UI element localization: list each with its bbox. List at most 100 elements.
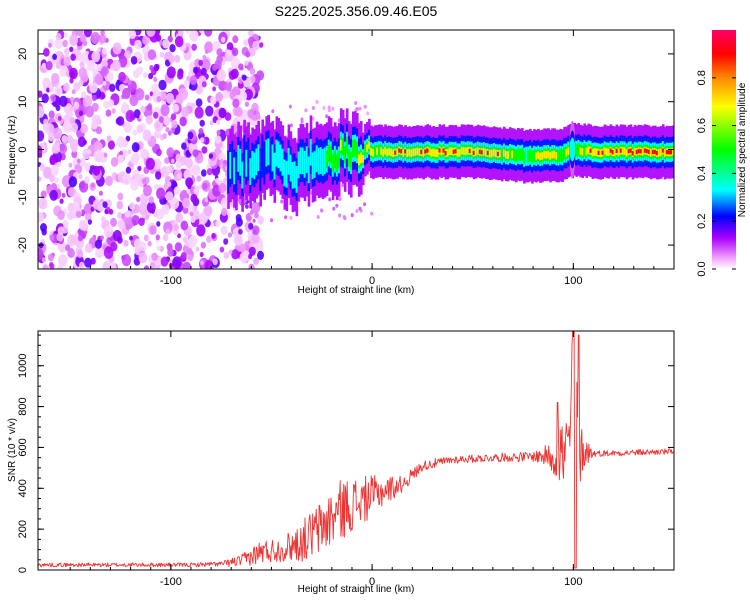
spectral-cell	[593, 148, 597, 156]
noise-speckle	[202, 182, 208, 190]
noise-speckle	[175, 161, 182, 169]
spectral-cell	[595, 148, 599, 157]
noise-speckle	[49, 262, 54, 268]
spectral-cell	[672, 147, 674, 156]
spectral-cell	[368, 141, 371, 149]
noise-speckle	[288, 104, 292, 109]
noise-speckle	[363, 104, 367, 109]
noise-speckle	[129, 202, 136, 210]
noise-speckle	[63, 82, 70, 92]
noise-speckle	[212, 86, 217, 92]
spectral-cell	[337, 151, 341, 169]
noise-speckle	[59, 143, 68, 154]
noise-speckle	[358, 106, 362, 111]
spectral-cell	[422, 149, 425, 157]
noise-speckle	[141, 178, 147, 185]
noise-speckle	[182, 197, 191, 209]
spectral-cell	[291, 162, 295, 189]
noise-speckle	[325, 114, 329, 119]
noise-speckle	[248, 30, 254, 37]
noise-speckle	[238, 63, 244, 71]
spectral-cell	[233, 157, 236, 185]
noise-speckle	[43, 48, 50, 57]
spectral-cell	[400, 149, 403, 154]
noise-speckle	[366, 111, 370, 116]
noise-speckle	[54, 85, 63, 97]
noise-speckle	[111, 108, 116, 114]
noise-speckle	[67, 187, 76, 197]
noise-speckle	[62, 39, 68, 48]
noise-speckle	[243, 39, 249, 47]
noise-speckle	[94, 239, 102, 249]
spectral-cell	[436, 149, 440, 158]
noise-speckle	[153, 131, 159, 138]
spectral-cell	[343, 146, 347, 164]
noise-speckle	[239, 91, 248, 101]
noise-speckle	[62, 175, 72, 188]
noise-speckle	[53, 127, 63, 140]
noise-speckle	[91, 50, 101, 63]
spectral-cell	[621, 147, 625, 155]
snr-plot-area	[38, 331, 674, 569]
noise-speckle	[257, 215, 264, 225]
spectral-cell	[380, 147, 383, 155]
spectral-cell	[243, 135, 246, 178]
noise-speckle	[40, 223, 47, 232]
noise-speckle	[188, 235, 198, 248]
noise-speckle	[170, 158, 175, 164]
noise-speckle	[107, 99, 115, 108]
noise-speckle	[257, 250, 264, 260]
noise-speckle	[111, 59, 121, 72]
y-tick-label: 1000	[17, 353, 29, 377]
noise-speckle	[199, 119, 205, 127]
noise-speckle	[163, 221, 173, 234]
noise-speckle	[156, 245, 161, 251]
noise-speckle	[82, 95, 93, 108]
x-tick-label: 0	[369, 576, 375, 588]
noise-speckle	[120, 149, 128, 158]
noise-speckle	[40, 190, 47, 199]
spectral-cell	[597, 150, 601, 155]
noise-speckle	[227, 232, 233, 238]
noise-speckle	[67, 211, 74, 221]
noise-speckle	[231, 47, 239, 57]
spectral-cell	[295, 166, 299, 193]
noise-speckle	[167, 35, 173, 43]
noise-speckle	[201, 169, 207, 177]
noise-speckle	[194, 106, 204, 119]
noise-speckle	[93, 141, 103, 152]
noise-speckle	[100, 30, 105, 36]
spectral-cell	[311, 152, 315, 180]
spectral-cell	[651, 149, 655, 155]
noise-speckle	[50, 95, 57, 102]
spectral-cell	[519, 148, 522, 162]
spectral-cell	[452, 149, 456, 154]
noise-speckle	[77, 136, 86, 148]
noise-speckle	[68, 162, 73, 168]
noise-speckle	[220, 36, 226, 43]
noise-speckle	[252, 225, 260, 235]
spectral-cell	[450, 147, 454, 156]
noise-speckle	[127, 149, 132, 155]
spectral-cell	[446, 149, 450, 157]
spectral-cell	[641, 148, 645, 156]
y-tick-label: 0	[17, 146, 29, 152]
noise-speckle	[196, 224, 206, 237]
noise-speckle	[121, 102, 129, 111]
noise-speckle	[131, 215, 140, 226]
noise-speckle	[90, 257, 96, 265]
noise-speckle	[169, 44, 176, 53]
spectral-cell	[416, 147, 419, 156]
spectral-cell	[279, 144, 283, 172]
spectral-cell	[287, 147, 291, 175]
noise-speckle	[220, 225, 228, 235]
noise-speckle	[201, 81, 207, 88]
spectral-cell	[543, 150, 546, 159]
noise-speckle	[216, 55, 223, 64]
noise-speckle	[338, 213, 342, 218]
spectral-cell	[539, 152, 542, 161]
noise-speckle	[78, 67, 88, 79]
noise-speckle	[235, 217, 243, 227]
noise-speckle	[38, 105, 44, 117]
